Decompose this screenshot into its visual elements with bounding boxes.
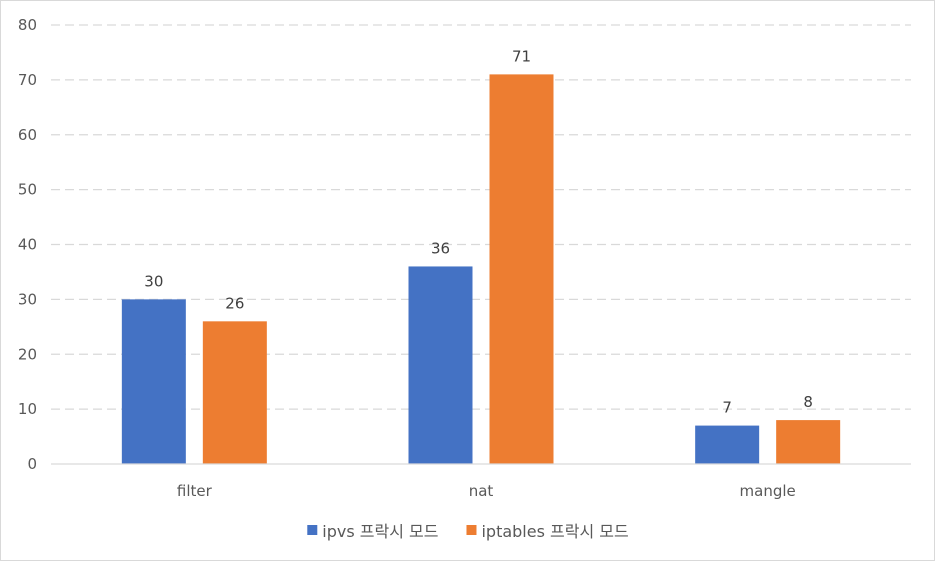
y-tick-label: 0 bbox=[27, 455, 37, 473]
y-tick-label: 80 bbox=[18, 16, 37, 34]
x-axis-ticks: filter nat mangle bbox=[177, 482, 796, 500]
x-tick-label-filter: filter bbox=[177, 482, 213, 500]
bars bbox=[121, 74, 841, 464]
bar-mangle-series-0 bbox=[695, 425, 760, 464]
legend-swatch-series-1 bbox=[466, 525, 477, 535]
bar-nat-series-1 bbox=[489, 74, 554, 464]
y-tick-label: 50 bbox=[18, 181, 37, 199]
y-tick-label: 30 bbox=[18, 290, 37, 308]
bar-nat-series-0 bbox=[408, 266, 473, 464]
y-tick-label: 20 bbox=[18, 345, 37, 363]
gridlines bbox=[51, 24, 911, 410]
y-axis-ticks: 0 10 20 30 40 50 60 70 80 bbox=[18, 16, 37, 473]
y-tick-label: 40 bbox=[18, 236, 37, 254]
y-tick-label: 10 bbox=[18, 400, 37, 418]
x-tick-label-nat: nat bbox=[469, 482, 494, 500]
y-tick-label: 60 bbox=[18, 126, 37, 144]
data-label-filter-series-0: 30 bbox=[144, 272, 163, 290]
legend-label-series-1: iptables 프락시 모드 bbox=[481, 522, 628, 541]
data-label-filter-series-1: 26 bbox=[225, 294, 244, 312]
bar-filter-series-0 bbox=[121, 299, 186, 464]
legend: ipvs 프락시 모드 iptables 프락시 모드 bbox=[307, 522, 629, 541]
legend-label-series-0: ipvs 프락시 모드 bbox=[322, 522, 438, 541]
x-tick-label-mangle: mangle bbox=[740, 482, 796, 500]
bar-mangle-series-1 bbox=[776, 420, 841, 464]
data-label-nat-series-1: 71 bbox=[512, 47, 531, 65]
data-label-mangle-series-0: 7 bbox=[722, 399, 732, 417]
legend-swatch-series-0 bbox=[307, 525, 318, 535]
data-label-nat-series-0: 36 bbox=[431, 239, 450, 257]
bar-filter-series-1 bbox=[202, 321, 267, 464]
data-labels: 30 26 36 71 7 8 bbox=[144, 47, 813, 416]
y-tick-label: 70 bbox=[18, 71, 37, 89]
data-label-mangle-series-1: 8 bbox=[803, 393, 813, 411]
